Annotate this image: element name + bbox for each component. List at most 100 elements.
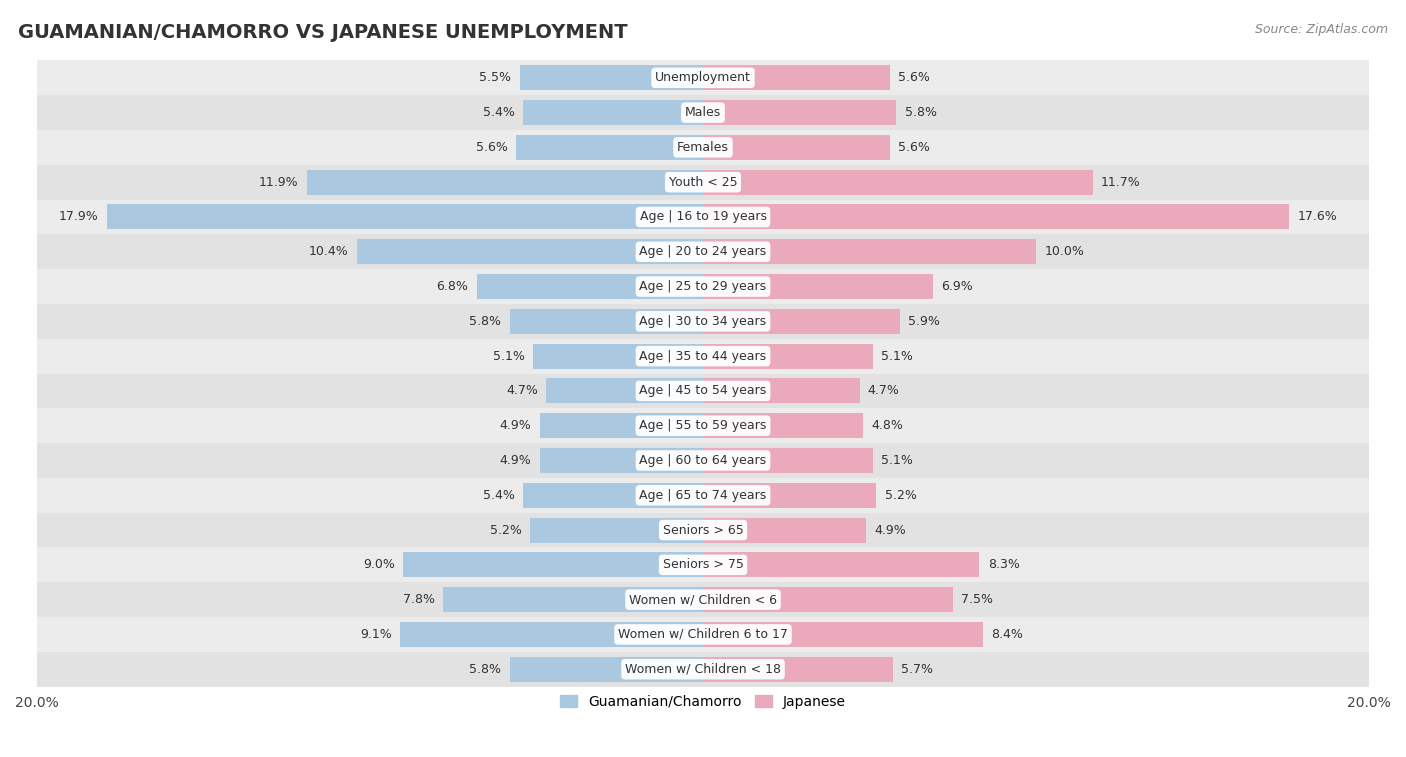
Bar bbox=[37, 130, 1369, 165]
Bar bbox=[37, 408, 1369, 443]
Text: 9.0%: 9.0% bbox=[363, 559, 395, 572]
Bar bbox=[703, 378, 859, 403]
Bar bbox=[510, 309, 703, 334]
Text: 5.1%: 5.1% bbox=[882, 350, 912, 363]
Text: Age | 30 to 34 years: Age | 30 to 34 years bbox=[640, 315, 766, 328]
Text: 5.7%: 5.7% bbox=[901, 662, 934, 676]
Bar bbox=[404, 553, 703, 578]
Bar bbox=[703, 587, 953, 612]
Bar bbox=[37, 617, 1369, 652]
Text: 5.6%: 5.6% bbox=[477, 141, 508, 154]
Bar bbox=[37, 165, 1369, 200]
Text: 4.8%: 4.8% bbox=[872, 419, 903, 432]
Bar bbox=[703, 656, 893, 682]
Bar bbox=[523, 100, 703, 125]
Text: GUAMANIAN/CHAMORRO VS JAPANESE UNEMPLOYMENT: GUAMANIAN/CHAMORRO VS JAPANESE UNEMPLOYM… bbox=[18, 23, 628, 42]
Bar bbox=[703, 204, 1289, 229]
Text: 7.8%: 7.8% bbox=[404, 593, 434, 606]
Text: 5.9%: 5.9% bbox=[908, 315, 939, 328]
Bar bbox=[37, 478, 1369, 512]
Bar bbox=[37, 235, 1369, 269]
Bar bbox=[307, 170, 703, 195]
Text: 5.2%: 5.2% bbox=[884, 489, 917, 502]
Bar bbox=[547, 378, 703, 403]
Text: 17.9%: 17.9% bbox=[59, 210, 98, 223]
Text: 5.6%: 5.6% bbox=[898, 141, 929, 154]
Text: Age | 35 to 44 years: Age | 35 to 44 years bbox=[640, 350, 766, 363]
Text: 4.7%: 4.7% bbox=[506, 385, 538, 397]
Bar bbox=[703, 518, 866, 543]
Text: 4.9%: 4.9% bbox=[499, 454, 531, 467]
Bar bbox=[477, 274, 703, 299]
Text: 5.1%: 5.1% bbox=[494, 350, 524, 363]
Bar bbox=[530, 518, 703, 543]
Bar bbox=[533, 344, 703, 369]
Bar bbox=[399, 622, 703, 647]
Text: 5.6%: 5.6% bbox=[898, 71, 929, 84]
Text: 5.2%: 5.2% bbox=[489, 524, 522, 537]
Bar bbox=[37, 443, 1369, 478]
Bar bbox=[516, 135, 703, 160]
Bar bbox=[703, 413, 863, 438]
Bar bbox=[540, 448, 703, 473]
Bar bbox=[37, 373, 1369, 408]
Text: Source: ZipAtlas.com: Source: ZipAtlas.com bbox=[1254, 23, 1388, 36]
Text: Males: Males bbox=[685, 106, 721, 119]
Text: 9.1%: 9.1% bbox=[360, 628, 392, 641]
Bar bbox=[37, 652, 1369, 687]
Bar bbox=[520, 65, 703, 90]
Bar bbox=[703, 100, 896, 125]
Text: Seniors > 65: Seniors > 65 bbox=[662, 524, 744, 537]
Text: Women w/ Children 6 to 17: Women w/ Children 6 to 17 bbox=[619, 628, 787, 641]
Text: Age | 25 to 29 years: Age | 25 to 29 years bbox=[640, 280, 766, 293]
Bar bbox=[703, 622, 983, 647]
Text: 10.4%: 10.4% bbox=[308, 245, 349, 258]
Bar bbox=[37, 269, 1369, 304]
Text: 7.5%: 7.5% bbox=[962, 593, 993, 606]
Text: Age | 20 to 24 years: Age | 20 to 24 years bbox=[640, 245, 766, 258]
Text: 5.8%: 5.8% bbox=[470, 662, 502, 676]
Text: 5.1%: 5.1% bbox=[882, 454, 912, 467]
Text: Age | 16 to 19 years: Age | 16 to 19 years bbox=[640, 210, 766, 223]
Bar bbox=[37, 200, 1369, 235]
Bar bbox=[37, 547, 1369, 582]
Text: 11.9%: 11.9% bbox=[259, 176, 298, 188]
Bar bbox=[703, 170, 1092, 195]
Bar bbox=[37, 512, 1369, 547]
Text: 8.4%: 8.4% bbox=[991, 628, 1024, 641]
Text: Females: Females bbox=[678, 141, 728, 154]
Bar bbox=[37, 338, 1369, 373]
Bar bbox=[703, 483, 876, 508]
Bar bbox=[703, 65, 890, 90]
Text: Age | 55 to 59 years: Age | 55 to 59 years bbox=[640, 419, 766, 432]
Bar bbox=[703, 344, 873, 369]
Text: 8.3%: 8.3% bbox=[988, 559, 1019, 572]
Text: 6.8%: 6.8% bbox=[436, 280, 468, 293]
Text: 4.9%: 4.9% bbox=[499, 419, 531, 432]
Text: Age | 65 to 74 years: Age | 65 to 74 years bbox=[640, 489, 766, 502]
Bar bbox=[703, 309, 900, 334]
Bar bbox=[510, 656, 703, 682]
Bar bbox=[703, 448, 873, 473]
Bar bbox=[703, 553, 980, 578]
Bar bbox=[540, 413, 703, 438]
Bar bbox=[523, 483, 703, 508]
Text: 5.4%: 5.4% bbox=[482, 489, 515, 502]
Bar bbox=[107, 204, 703, 229]
Bar bbox=[357, 239, 703, 264]
Text: 4.7%: 4.7% bbox=[868, 385, 900, 397]
Text: 5.5%: 5.5% bbox=[479, 71, 512, 84]
Text: 5.4%: 5.4% bbox=[482, 106, 515, 119]
Bar bbox=[37, 61, 1369, 95]
Text: Seniors > 75: Seniors > 75 bbox=[662, 559, 744, 572]
Bar bbox=[37, 304, 1369, 338]
Bar bbox=[703, 274, 932, 299]
Text: 4.9%: 4.9% bbox=[875, 524, 907, 537]
Bar bbox=[703, 135, 890, 160]
Text: 5.8%: 5.8% bbox=[904, 106, 936, 119]
Text: 6.9%: 6.9% bbox=[941, 280, 973, 293]
Text: Age | 60 to 64 years: Age | 60 to 64 years bbox=[640, 454, 766, 467]
Text: 5.8%: 5.8% bbox=[470, 315, 502, 328]
Bar bbox=[703, 239, 1036, 264]
Bar bbox=[443, 587, 703, 612]
